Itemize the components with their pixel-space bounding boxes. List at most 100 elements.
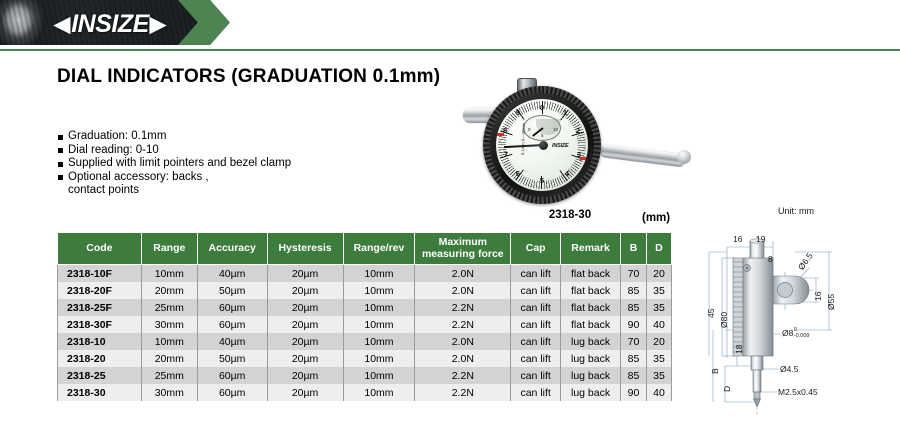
- cell-range: 20mm: [140, 282, 198, 299]
- feature-text: Dial reading: 0-10: [68, 143, 159, 156]
- bullet-icon: [58, 134, 63, 140]
- cell-d: 35: [645, 350, 673, 367]
- cell-max-measuring-force: 2.2N: [414, 299, 512, 316]
- page-banner: ◀ INSIZE ▶: [0, 0, 900, 52]
- cell-accuracy: 50µm: [196, 350, 268, 367]
- cell-code: 2318-30: [57, 384, 142, 401]
- page-title: DIAL INDICATORS (GRADUATION 0.1mm): [57, 66, 441, 87]
- table-row: 2318-20 20mm 50µm 20µm 10mm 2.0N can lift lug b…: [57, 350, 673, 367]
- contact-point-tip: [676, 149, 692, 165]
- cell-d: 35: [645, 367, 673, 384]
- cell-hysteresis: 20µm: [266, 282, 344, 299]
- cell-b: 90: [620, 316, 647, 333]
- cell-range: 25mm: [140, 299, 198, 316]
- cell-remark: flat back: [560, 316, 622, 333]
- technical-dimension-drawing: Unit: mm: [695, 206, 900, 422]
- specification-table: Code Range Accuracy Hysteresis Range/rev…: [57, 232, 673, 401]
- cell-code: 2318-30F: [57, 316, 142, 333]
- cell-code: 2318-10: [57, 333, 142, 350]
- cell-hysteresis: 20µm: [266, 350, 344, 367]
- bullet-icon: [58, 175, 63, 181]
- list-item: Optional accessory: backs ,: [58, 171, 388, 185]
- spindle-rod: [599, 144, 687, 168]
- dim-label-19-top: 19: [756, 234, 766, 244]
- cell-max-measuring-force: 2.0N: [414, 264, 512, 282]
- cell-cap: can lift: [510, 316, 562, 333]
- column-header-accuracy: Accuracy: [196, 232, 268, 265]
- bullet-icon: [58, 161, 63, 167]
- cell-accuracy: 50µm: [196, 282, 268, 299]
- cell-range: 20mm: [140, 350, 198, 367]
- cell-remark: lug back: [560, 333, 622, 350]
- cell-range: 30mm: [140, 384, 198, 401]
- limit-pointer-left: [496, 133, 504, 136]
- list-item: Graduation: 0.1mm: [58, 130, 388, 144]
- cell-cap: can lift: [510, 299, 562, 316]
- dial-number: 8: [502, 126, 508, 135]
- feature-text: Graduation: 0.1mm: [68, 130, 167, 142]
- table-header-row: Code Range Accuracy Hysteresis Range/rev…: [57, 232, 673, 265]
- cell-remark: flat back: [560, 282, 622, 299]
- dim-label-16-top: 16: [733, 234, 743, 244]
- dial-number: 6: [515, 169, 521, 178]
- cell-d: 35: [645, 299, 673, 316]
- cell-range-per-rev: 10mm: [342, 350, 416, 367]
- table-row: 2318-20F 20mm 50µm 20µm 10mm 2.0N can lift flat…: [57, 282, 673, 299]
- cell-max-measuring-force: 2.0N: [414, 350, 512, 367]
- product-photo-dial-indicator: 0 1 2 3 4 5 6 7 8 9 0 5 10: [455, 72, 692, 204]
- cell-range-per-rev: 10mm: [342, 316, 416, 333]
- cell-d: 40: [645, 316, 673, 333]
- column-header-b: B: [620, 232, 647, 265]
- knurled-bezel-ring: 0 1 2 3 4 5 6 7 8 9 0 5 10: [483, 86, 601, 204]
- cell-remark: flat back: [560, 264, 622, 282]
- cell-hysteresis: 20µm: [266, 367, 344, 384]
- cell-max-measuring-force: 2.2N: [414, 384, 512, 401]
- units-note: (mm): [642, 212, 671, 224]
- cell-max-measuring-force: 2.0N: [414, 333, 512, 350]
- cell-cap: can lift: [510, 282, 562, 299]
- dial-face: 0 1 2 3 4 5 6 7 8 9 0 5 10: [496, 99, 588, 191]
- bezel-inner-ring: 0 1 2 3 4 5 6 7 8 9 0 5 10: [490, 93, 594, 197]
- cell-b: 90: [620, 384, 647, 401]
- column-header-range: Range: [140, 232, 198, 265]
- cell-accuracy: 60µm: [196, 367, 268, 384]
- dial-number: 3: [576, 150, 582, 159]
- cell-range: 10mm: [140, 333, 198, 350]
- dial-number: 7: [503, 150, 509, 159]
- hand-hub: [539, 141, 548, 150]
- dial-brand-mark: INSIZE: [552, 143, 569, 149]
- cell-b: 85: [620, 282, 647, 299]
- dim-label-diameter-80: Ø80: [719, 311, 729, 328]
- dim-label-8: 8: [768, 254, 773, 264]
- force-header-line2: measuring force: [421, 247, 504, 260]
- dial-number: 0: [539, 103, 545, 112]
- dim-8-tolerance-lower: -0.009: [793, 332, 810, 339]
- table-row: 2318-30 30mm 60µm 20µm 10mm 2.2N can lift lug b…: [57, 384, 673, 401]
- product-caption: 2318-30: [548, 209, 592, 221]
- cell-b: 85: [620, 299, 647, 316]
- feature-text: Supplied with limit pointers and bezel c…: [68, 157, 292, 170]
- drawing-unit-label: Unit: mm: [778, 206, 814, 216]
- feature-list: Graduation: 0.1mm Dial reading: 0-10 Sup…: [58, 130, 388, 198]
- dim-8-value: Ø8: [782, 328, 794, 338]
- column-header-range-per-rev: Range/rev: [342, 232, 416, 265]
- dim-8-tolerance-upper: 0: [793, 327, 797, 334]
- cell-cap: can lift: [510, 264, 562, 282]
- cell-accuracy: 40µm: [196, 264, 268, 282]
- dial-number: 9: [515, 108, 521, 117]
- dim-label-diameter-4-5: Ø4.5: [780, 364, 799, 374]
- cell-range-per-rev: 10mm: [342, 299, 416, 316]
- cell-cap: can lift: [510, 367, 562, 384]
- dim-label-45: 45: [706, 308, 716, 318]
- cell-hysteresis: 20µm: [266, 264, 344, 282]
- dim-label-thread-m2-5: M2.5x0.45: [778, 387, 818, 397]
- dial-number: 4: [564, 169, 570, 178]
- cell-d: 20: [645, 264, 673, 282]
- force-header-line1: Maximum: [438, 236, 488, 248]
- bullet-icon: [58, 148, 63, 154]
- subdial-sector: [536, 119, 560, 135]
- subdial-number: 10: [553, 127, 559, 132]
- list-item: Supplied with limit pointers and bezel c…: [58, 157, 388, 171]
- cell-b: 85: [620, 367, 647, 384]
- dim-label-diameter-8: Ø8 0 -0.009: [782, 328, 809, 339]
